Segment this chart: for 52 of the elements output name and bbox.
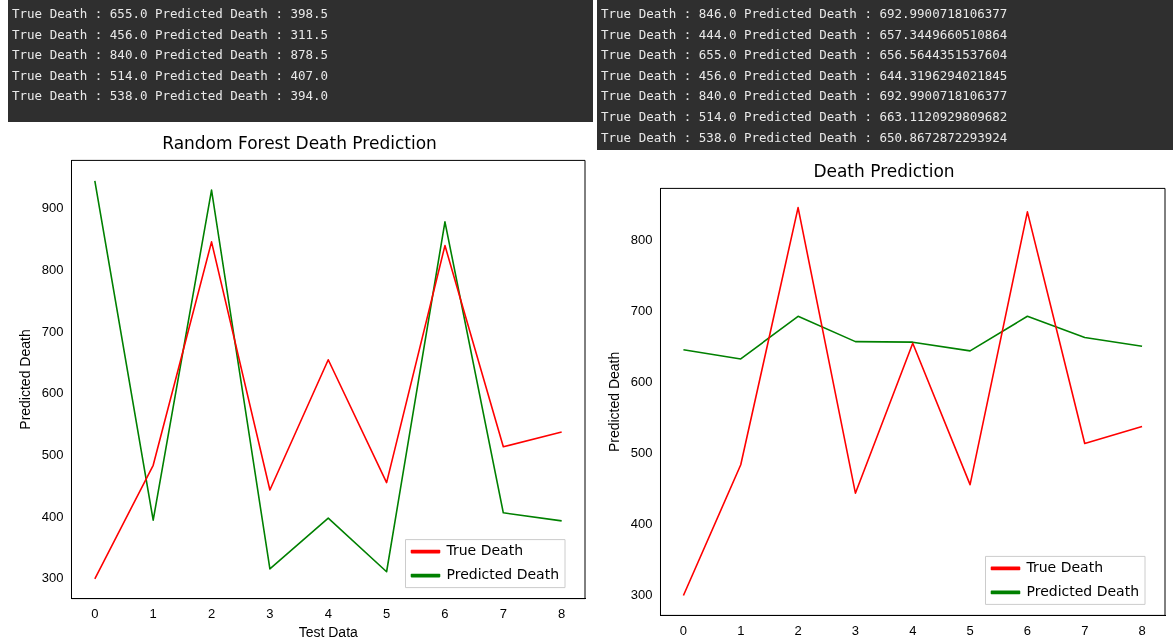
x-tick-label: 8 bbox=[558, 605, 566, 621]
x-tick-label: 4 bbox=[324, 605, 332, 621]
y-tick-label: 700 bbox=[630, 302, 653, 318]
y-tick-label: 500 bbox=[630, 444, 653, 460]
y-tick-label: 800 bbox=[630, 231, 653, 247]
legend-label: True Death bbox=[445, 542, 524, 559]
x-tick-label: 1 bbox=[737, 622, 745, 638]
text: True Death : 444.0 Predicted Death : 657.3449660510864 bbox=[601, 25, 1009, 44]
chart-title: Random Forest Death Prediction bbox=[162, 132, 437, 153]
y-tick-label: 300 bbox=[630, 587, 653, 603]
y-tick-label: 600 bbox=[630, 373, 653, 389]
y-tick-label: 400 bbox=[630, 516, 653, 532]
x-tick-label: 3 bbox=[851, 622, 860, 638]
legend-label: True Death bbox=[1025, 559, 1104, 576]
x-tick-label: 0 bbox=[679, 622, 688, 638]
text: True Death : 655.0 Predicted Death : 398.5 bbox=[12, 5, 330, 23]
x-tick-label: 7 bbox=[499, 605, 507, 621]
text: True Death : 538.0 Predicted Death : 394.0 bbox=[12, 87, 330, 106]
x-tick-label: 3 bbox=[266, 605, 274, 621]
y-tick-label: 300 bbox=[41, 570, 64, 586]
y-tick-label: 800 bbox=[41, 261, 64, 277]
y-axis-title: Predicted Death bbox=[606, 351, 623, 453]
text: True Death : 456.0 Predicted Death : 311.5 bbox=[12, 25, 330, 44]
x-tick-label: 2 bbox=[207, 605, 216, 621]
text: True Death : 538.0 Predicted Death : 650.8672872293924 bbox=[601, 128, 1009, 147]
x-tick-label: 6 bbox=[1023, 622, 1032, 638]
x-tick-label: 2 bbox=[794, 622, 802, 638]
x-tick-label: 8 bbox=[1138, 622, 1146, 638]
text: True Death : 846.0 Predicted Death : 692.9900718106377 bbox=[601, 5, 1009, 23]
text: True Death : 514.0 Predicted Death : 663.1120929809682 bbox=[601, 107, 1009, 126]
text: True Death : 514.0 Predicted Death : 407.0 bbox=[12, 66, 330, 85]
text: True Death : 840.0 Predicted Death : 878.5 bbox=[12, 46, 330, 65]
y-tick-label: 900 bbox=[41, 200, 64, 216]
x-axis-title: Test Data bbox=[298, 624, 359, 641]
text: True Death : 456.0 Predicted Death : 644.3196294021845 bbox=[601, 66, 1009, 85]
chart-title: Death Prediction bbox=[813, 160, 955, 181]
text: True Death : 840.0 Predicted Death : 692.9900718106377 bbox=[601, 87, 1009, 106]
y-tick-label: 400 bbox=[41, 508, 64, 524]
x-tick-label: 0 bbox=[91, 605, 99, 621]
x-tick-label: 6 bbox=[441, 605, 449, 621]
x-tick-label: 1 bbox=[149, 605, 157, 621]
y-tick-label: 600 bbox=[41, 385, 64, 401]
y-tick-label: 500 bbox=[41, 446, 64, 462]
y-axis-title: Predicted Death bbox=[17, 329, 34, 430]
x-tick-label: 4 bbox=[909, 622, 917, 638]
legend-label: Predicted Death bbox=[446, 566, 560, 583]
y-tick-label: 700 bbox=[41, 323, 64, 339]
x-tick-label: 7 bbox=[1081, 622, 1089, 638]
text: True Death : 655.0 Predicted Death : 656.5644351537604 bbox=[601, 46, 1009, 65]
legend-label: Predicted Death bbox=[1026, 583, 1140, 600]
x-tick-label: 5 bbox=[966, 622, 974, 638]
x-tick-label: 5 bbox=[382, 605, 391, 621]
